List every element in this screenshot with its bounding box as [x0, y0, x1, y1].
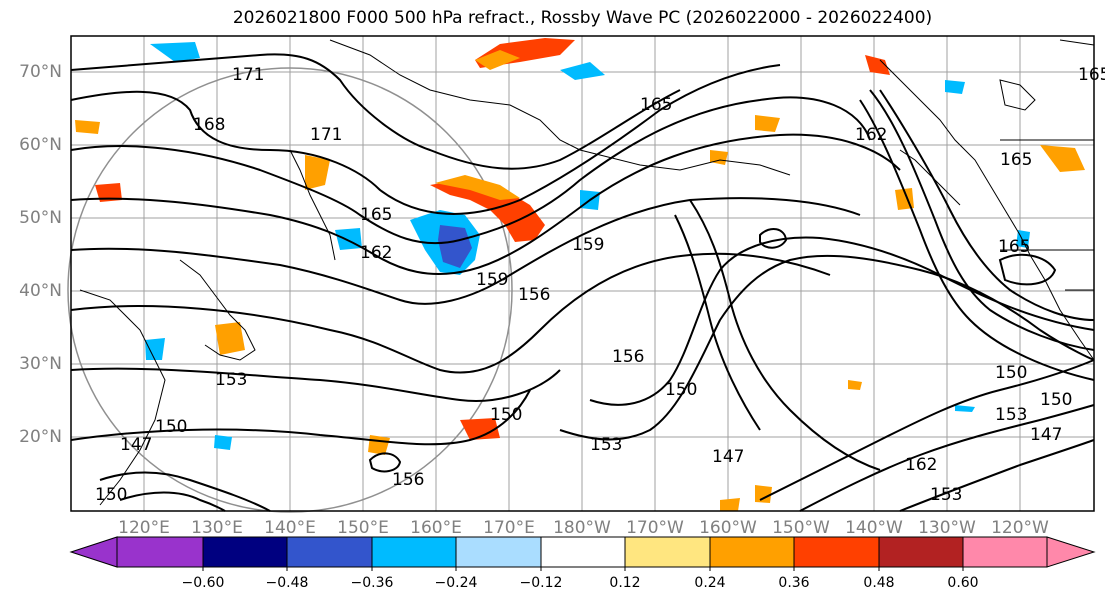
contour-label: 153 — [930, 485, 962, 505]
contour-label: 153 — [995, 405, 1027, 425]
contour-label: 168 — [193, 115, 225, 135]
colorbar — [69, 536, 1096, 571]
lon-label: 170°E — [483, 518, 535, 538]
colorbar-bin — [709, 536, 795, 568]
colorbar-bin — [624, 536, 711, 568]
colorbar-tick-label: 0.60 — [947, 575, 979, 591]
colorbar-bin — [202, 536, 288, 568]
contour-label: 165 — [640, 95, 672, 115]
contour-label: 156 — [518, 285, 550, 305]
lat-label: 70°N — [19, 62, 62, 82]
lon-label: 180°W — [553, 518, 611, 538]
lon-label: 120°W — [991, 518, 1049, 538]
contour-labels: 171 168 171 165 162 159 156 159 165 162 … — [95, 65, 1105, 505]
grey-circle — [67, 67, 513, 513]
lat-label: 20°N — [19, 427, 62, 447]
lat-label: 30°N — [19, 354, 62, 374]
colorbar-tick-label: 0.12 — [609, 575, 641, 591]
colorbar-tick-label: −0.48 — [265, 575, 309, 591]
lat-label: 40°N — [19, 281, 62, 301]
contour-label: 162 — [360, 243, 392, 263]
lon-label: 150°W — [772, 518, 830, 538]
colorbar-tick-label: −0.24 — [434, 575, 478, 591]
colorbar-bin — [455, 536, 542, 568]
lon-label: 170°W — [626, 518, 684, 538]
colorbar-bin — [540, 536, 626, 568]
colorbar-bin — [878, 536, 964, 568]
contour-label: 156 — [612, 347, 644, 367]
contour-label: 150 — [1040, 390, 1072, 410]
contour-label: 150 — [155, 417, 187, 437]
contour-label: 150 — [490, 405, 522, 425]
coastlines — [79, 39, 1095, 506]
colorbar-bin — [371, 536, 457, 568]
contour-label: 159 — [572, 235, 604, 255]
colorbar-tick-label: 0.36 — [778, 575, 810, 591]
contour-label: 165 — [1078, 65, 1105, 85]
contour-label: 159 — [476, 270, 508, 290]
contour-label: 162 — [905, 455, 937, 475]
contours — [70, 53, 1095, 512]
colorbar-tick-label: 0.48 — [863, 575, 895, 591]
map-frame — [70, 35, 1095, 512]
colorbar-bin — [286, 536, 373, 568]
contour-label: 171 — [232, 65, 264, 85]
lon-label: 150°E — [337, 518, 389, 538]
contour-label: 147 — [1030, 425, 1062, 445]
contour-label: 150 — [665, 380, 697, 400]
contour-label: 147 — [712, 447, 744, 467]
lon-label: 140°E — [264, 518, 316, 538]
lat-label: 60°N — [19, 135, 62, 155]
contour-label: 153 — [590, 435, 622, 455]
contour-label: 156 — [392, 470, 424, 490]
colorbar-bin — [793, 536, 880, 568]
contour-label: 165 — [998, 237, 1030, 257]
lon-label: 160°W — [699, 518, 757, 538]
lon-label: 160°E — [410, 518, 462, 538]
lon-label: 140°W — [845, 518, 903, 538]
chart-title: 2026021800 F000 500 hPa refract., Rossby… — [232, 8, 933, 28]
colorbar-tick-label: 0.24 — [694, 575, 726, 591]
contour-label: 150 — [995, 363, 1027, 383]
colorbar-extend-low — [69, 536, 118, 568]
lon-label: 120°E — [118, 518, 170, 538]
colorbar-extend-high — [1046, 536, 1096, 568]
lon-label: 130°W — [918, 518, 976, 538]
contour-label: 153 — [215, 370, 247, 390]
lat-label: 50°N — [19, 208, 62, 228]
contour-label: 147 — [120, 435, 152, 455]
colorbar-tick-label: −0.12 — [519, 575, 563, 591]
contour-label: 150 — [95, 485, 127, 505]
colorbar-bin — [116, 536, 204, 568]
colorbar-bin — [962, 536, 1048, 568]
lon-label: 130°E — [191, 518, 243, 538]
contour-label: 165 — [1000, 150, 1032, 170]
contour-label: 162 — [855, 125, 887, 145]
colorbar-tick-label: −0.36 — [350, 575, 394, 591]
colorbar-tick-label: −0.60 — [181, 575, 225, 591]
contour-label: 165 — [360, 205, 392, 225]
contour-label: 171 — [310, 125, 342, 145]
